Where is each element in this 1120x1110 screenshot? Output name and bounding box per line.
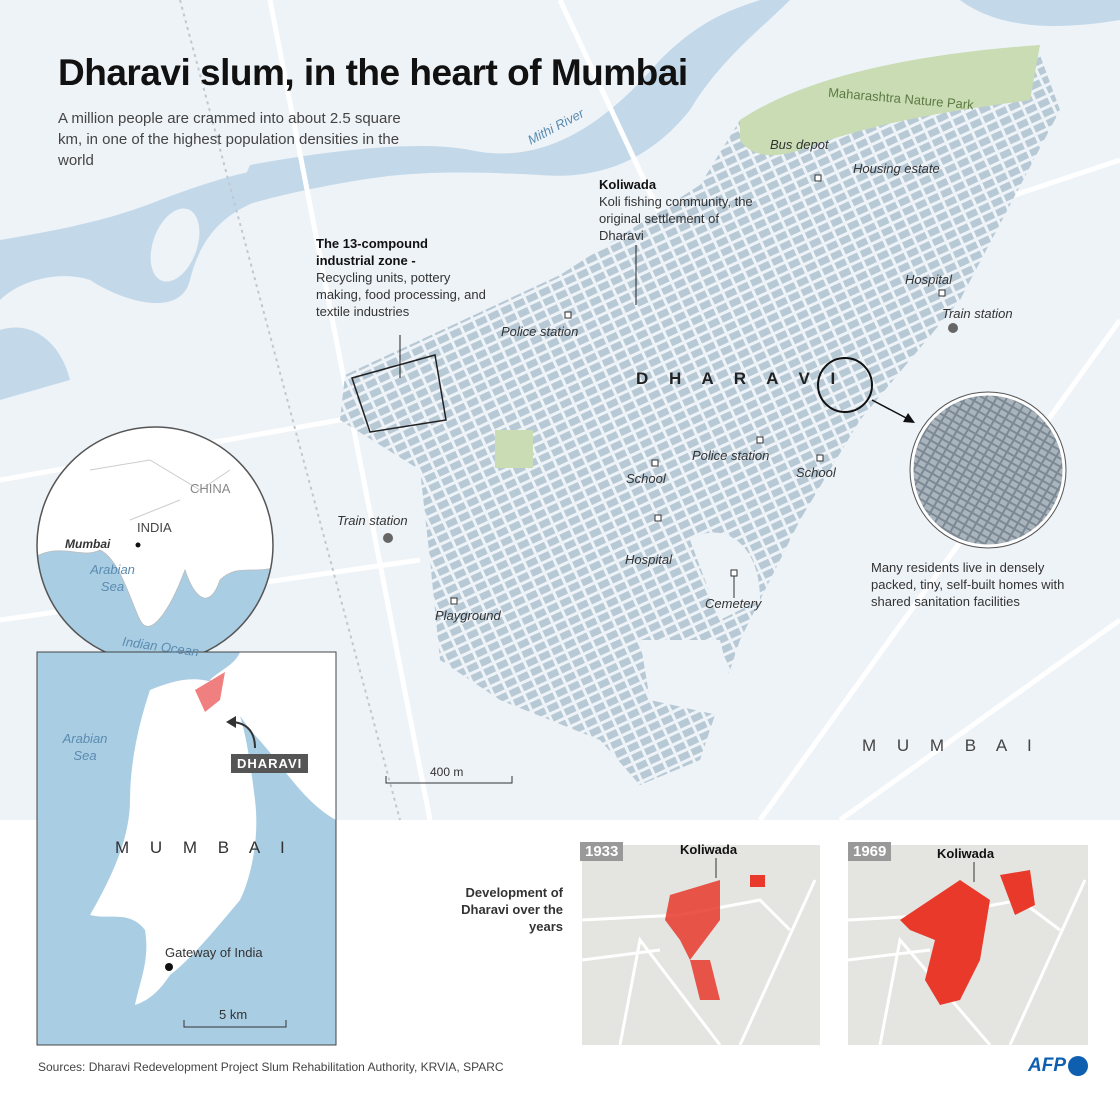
koliwada-title: Koliwada — [599, 177, 657, 192]
koliwada-text: Koli fishing community, the original set… — [599, 194, 753, 243]
place-train-station-east: Train station — [942, 306, 1013, 321]
locator-china: CHINA — [190, 481, 231, 496]
inset-gateway-label: Gateway of India — [165, 945, 263, 960]
inset-scale-label: 5 km — [219, 1007, 248, 1022]
koliwada-1933: Koliwada — [680, 842, 738, 857]
industrial-zone-annotation: The 13-compound industrial zone - Recycl… — [316, 235, 486, 320]
dharavi-highlight — [195, 672, 225, 712]
place-hospital-ne: Hospital — [905, 272, 952, 287]
development-map-1969 — [847, 845, 1088, 1046]
locator-mumbai: Mumbai — [65, 537, 111, 551]
mumbai-label: M U M B A I — [862, 736, 1040, 755]
dense-area-circle — [817, 357, 873, 413]
inset-mumbai-label: M U M B A I — [115, 838, 293, 857]
place-train-station-west: Train station — [337, 513, 408, 528]
scale-label: 400 m — [430, 765, 464, 779]
creek — [0, 170, 260, 304]
locator-india: INDIA — [137, 520, 172, 535]
place-hospital-south: Hospital — [625, 552, 672, 567]
locator-arabian-sea: Arabian Sea — [90, 562, 135, 594]
mithi-river — [230, 0, 790, 210]
development-map-1933 — [581, 845, 820, 1046]
place-police-station-central: Police station — [692, 448, 770, 463]
mumbai-inset — [36, 651, 337, 1046]
nature-park — [740, 45, 1040, 156]
sources: Sources: Dharavi Redevelopment Project S… — [38, 1060, 504, 1074]
development-label: Development of Dharavi over the years — [461, 885, 563, 934]
year-1933: 1933 — [580, 842, 624, 861]
koliwada-annotation: Koliwada Koli fishing community, the ori… — [599, 176, 759, 244]
locator-globe — [37, 427, 273, 663]
place-cemetery: Cemetery — [705, 596, 762, 611]
inset-arabian-sea: Arabian Sea — [62, 731, 108, 763]
place-playground: Playground — [435, 608, 501, 623]
place-police-station-north: Police station — [501, 324, 579, 339]
dharavi-area — [340, 55, 1060, 785]
scale-bar-400m — [385, 776, 513, 784]
industrial-zone-text: Recycling units, pottery making, food pr… — [316, 270, 486, 319]
place-school-east: School — [796, 465, 836, 480]
dense-housing-note: Many residents live in densely packed, t… — [871, 560, 1065, 609]
place-bus-depot: Bus depot — [770, 137, 829, 152]
dense-housing-zoom — [912, 394, 1064, 546]
sep: - — [407, 253, 416, 268]
place-housing-estate: Housing estate — [853, 161, 940, 176]
koliwada-1969: Koliwada — [937, 846, 995, 861]
industrial-zone-outline — [351, 354, 447, 433]
inset-dharavi-tag: DHARAVI — [231, 754, 309, 773]
afp-logo-dot — [1068, 1056, 1088, 1076]
page-title: Dharavi slum, in the heart of Mumbai — [58, 52, 688, 93]
subtitle: A million people are crammed into about … — [58, 110, 401, 169]
afp-logo: AFP — [1028, 1055, 1066, 1076]
industrial-zone-title: The 13-compound industrial zone — [316, 236, 428, 268]
dharavi-label: D H A R A V I — [636, 369, 844, 388]
year-1969: 1969 — [848, 842, 892, 861]
place-school-west: School — [626, 471, 666, 486]
